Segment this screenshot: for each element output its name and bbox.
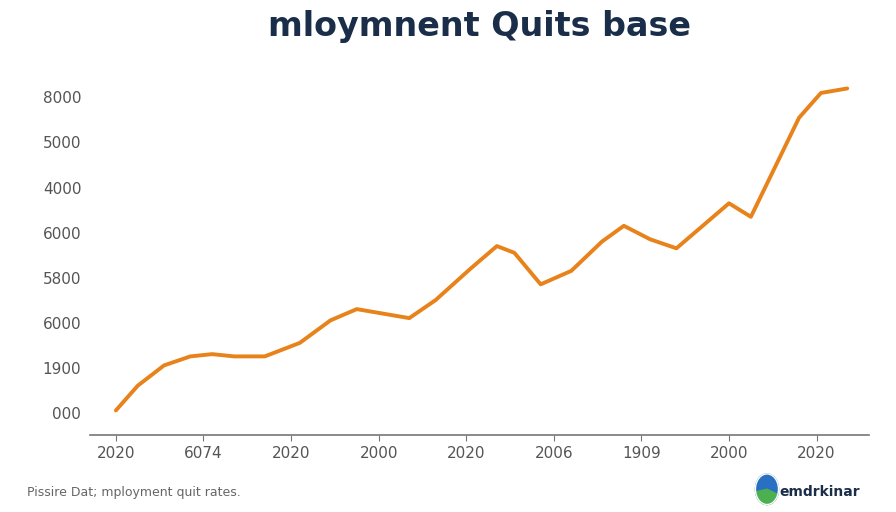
Circle shape bbox=[755, 474, 779, 504]
Text: emdrkinar: emdrkinar bbox=[780, 485, 860, 499]
Title: mloymnent Quits base: mloymnent Quits base bbox=[268, 10, 691, 44]
Text: Pissire Dat; mployment quit rates.: Pissire Dat; mployment quit rates. bbox=[27, 486, 241, 499]
Wedge shape bbox=[755, 489, 778, 504]
